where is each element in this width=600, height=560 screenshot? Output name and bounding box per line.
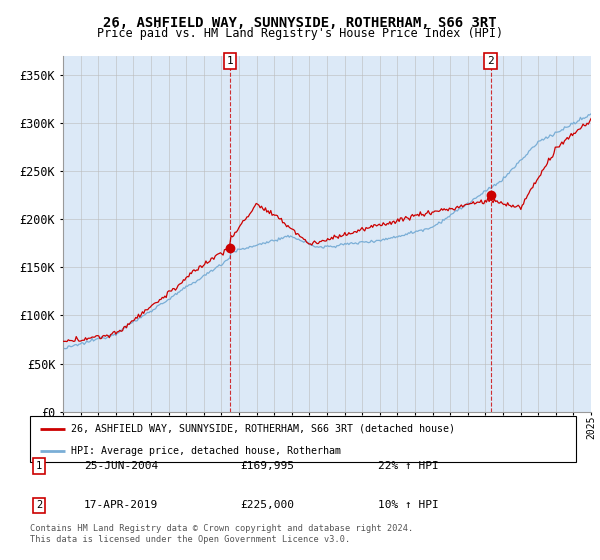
Text: HPI: Average price, detached house, Rotherham: HPI: Average price, detached house, Roth…: [71, 446, 341, 455]
Text: £169,995: £169,995: [240, 461, 294, 471]
FancyBboxPatch shape: [30, 416, 576, 462]
Text: 2: 2: [487, 56, 494, 66]
Text: 26, ASHFIELD WAY, SUNNYSIDE, ROTHERHAM, S66 3RT (detached house): 26, ASHFIELD WAY, SUNNYSIDE, ROTHERHAM, …: [71, 424, 455, 434]
Text: 10% ↑ HPI: 10% ↑ HPI: [378, 500, 439, 510]
Text: 22% ↑ HPI: 22% ↑ HPI: [378, 461, 439, 471]
Text: 17-APR-2019: 17-APR-2019: [84, 500, 158, 510]
Text: This data is licensed under the Open Government Licence v3.0.: This data is licensed under the Open Gov…: [30, 535, 350, 544]
Text: 26, ASHFIELD WAY, SUNNYSIDE, ROTHERHAM, S66 3RT: 26, ASHFIELD WAY, SUNNYSIDE, ROTHERHAM, …: [103, 16, 497, 30]
Text: Contains HM Land Registry data © Crown copyright and database right 2024.: Contains HM Land Registry data © Crown c…: [30, 524, 413, 533]
Text: 1: 1: [36, 461, 42, 471]
Text: Price paid vs. HM Land Registry's House Price Index (HPI): Price paid vs. HM Land Registry's House …: [97, 27, 503, 40]
Text: 1: 1: [226, 56, 233, 66]
Text: £225,000: £225,000: [240, 500, 294, 510]
Text: 2: 2: [36, 500, 42, 510]
Text: 25-JUN-2004: 25-JUN-2004: [84, 461, 158, 471]
